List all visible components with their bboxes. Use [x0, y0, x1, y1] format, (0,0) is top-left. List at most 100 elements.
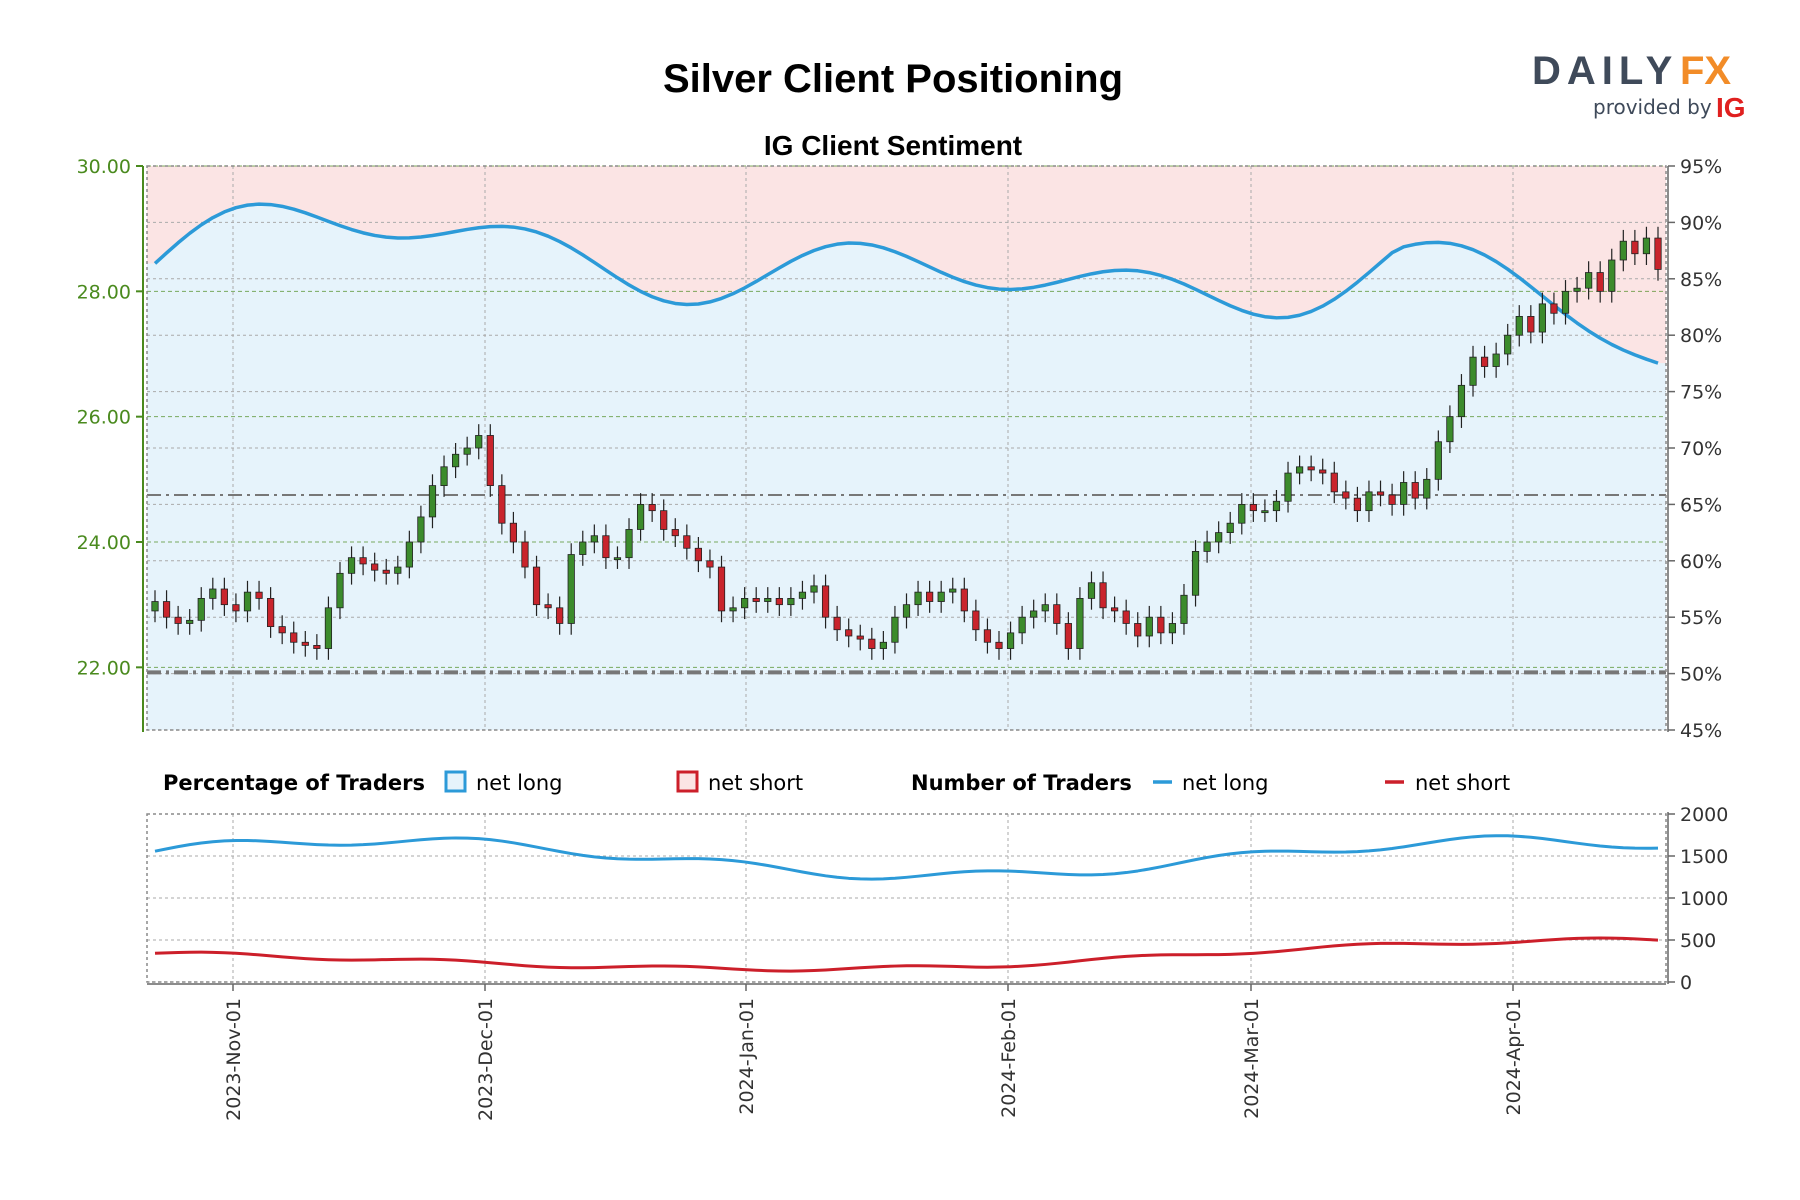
percentage-tick-label: 70%	[1680, 438, 1722, 460]
logo-tagline: provided by	[1593, 95, 1712, 119]
percentage-axis: 95% 90% 85% 80% 75% 70% 65% 60% 55% 50% 45%	[1667, 156, 1722, 742]
date-axis: 2023-Nov-01 2023-Dec-01 2024-Jan-01 2024-Fe…	[147, 983, 1666, 1121]
candle-body	[359, 557, 367, 565]
candle-body	[717, 566, 726, 612]
candle-body	[301, 641, 309, 646]
candle-body	[463, 447, 471, 455]
candle-body	[1365, 491, 1373, 512]
legend-num-short-label: net short	[1415, 771, 1510, 795]
candle-body	[1423, 478, 1431, 499]
candle-body	[1145, 616, 1153, 637]
candle-body	[741, 598, 749, 609]
legend-pct-short-swatch	[676, 770, 699, 793]
candle-body	[255, 591, 263, 599]
percentage-tick-label: 45%	[1680, 720, 1722, 742]
candle-body	[972, 610, 980, 631]
candle-body	[1376, 491, 1385, 496]
price-candles	[151, 226, 1662, 660]
net-long-count-line	[154, 834, 1659, 881]
logo-brand-accent: FX	[1680, 49, 1731, 93]
date-tick-label: 2024-Feb-01	[998, 998, 1020, 1118]
price-axis: 30.00 28.00 26.00 24.00 22.00	[77, 156, 144, 732]
candle-body	[960, 588, 968, 612]
logo-ig: IG	[1716, 92, 1746, 123]
percentage-tick-label: 75%	[1680, 382, 1722, 404]
candle-body	[1295, 466, 1304, 474]
count-tick-label: 1000	[1680, 888, 1728, 910]
legend: Percentage of Traders net long net short…	[163, 770, 1510, 795]
candle-body	[498, 485, 506, 524]
candle-body	[983, 629, 992, 643]
candle-body	[1492, 353, 1500, 367]
legend-pct-long-swatch	[444, 770, 467, 793]
candle-body	[1457, 384, 1466, 418]
count-tick-label: 2000	[1680, 804, 1728, 826]
candle-body	[1631, 240, 1639, 255]
candle-body	[683, 535, 691, 549]
candle-body	[810, 585, 818, 593]
logo-brand-dark: DAILY	[1532, 49, 1678, 93]
candle-body	[290, 632, 298, 643]
candle-body	[382, 569, 390, 574]
candle-body	[660, 510, 668, 530]
legend-pct-heading: Percentage of Traders	[163, 771, 425, 795]
candle-body	[1030, 610, 1038, 618]
price-plot-frame	[146, 165, 1667, 731]
candle-body	[1596, 272, 1604, 292]
candle-body	[995, 641, 1003, 649]
candle-body	[1006, 632, 1015, 649]
candle-body	[1307, 466, 1315, 471]
percentage-tick-label: 60%	[1680, 551, 1722, 573]
candle-body	[729, 607, 737, 612]
candle-body	[1076, 598, 1084, 649]
candle-body	[197, 598, 205, 621]
candle-body	[1446, 416, 1454, 443]
candle-body	[1400, 482, 1408, 505]
candle-body	[1642, 237, 1651, 255]
candle-body	[475, 435, 483, 449]
candle-body	[821, 585, 830, 618]
candle-body	[1261, 510, 1269, 514]
candle-body	[856, 635, 864, 640]
candle-body	[509, 522, 518, 543]
candle-body	[1226, 522, 1234, 534]
price-tick-label: 22.00	[77, 657, 131, 679]
candle-body	[798, 591, 807, 599]
legend-pct-long-label: net long	[476, 771, 562, 795]
legend-num-long-label: net long	[1182, 771, 1268, 795]
candle-body	[1041, 604, 1049, 612]
candle-body	[671, 529, 679, 537]
candle-body	[1469, 356, 1477, 386]
candle-body	[1018, 616, 1026, 634]
chart-subtitle: IG Client Sentiment	[764, 130, 1022, 161]
candle-body	[209, 588, 217, 599]
price-tick-label: 24.00	[77, 532, 131, 554]
price-plot	[146, 165, 1667, 731]
candle-body	[556, 607, 564, 624]
date-tick-label: 2023-Nov-01	[223, 998, 245, 1121]
candle-body	[186, 619, 194, 624]
candle-body	[1388, 494, 1396, 505]
candle-body	[1249, 503, 1257, 512]
candle-body	[440, 466, 448, 486]
dailyfx-logo: DAILY FX provided by IG	[1532, 49, 1746, 123]
candle-body	[1411, 482, 1419, 499]
candle-body	[775, 598, 783, 606]
candle-body	[752, 598, 760, 602]
trader-count-plot	[146, 812, 1669, 984]
candle-body	[902, 604, 911, 618]
candle-body	[1654, 237, 1662, 270]
candle-body	[1504, 334, 1512, 355]
price-tick-label: 30.00	[77, 156, 131, 178]
count-tick-label: 1500	[1680, 846, 1728, 868]
candle-body	[694, 547, 702, 562]
candle-body	[243, 591, 252, 612]
price-tick-label: 28.00	[77, 281, 131, 303]
candle-body	[278, 626, 286, 634]
candle-body	[405, 541, 413, 568]
candle-body	[324, 607, 333, 649]
candle-body	[232, 604, 240, 612]
candle-body	[833, 616, 841, 631]
candle-body	[1238, 503, 1246, 524]
candle-body	[1480, 356, 1489, 367]
